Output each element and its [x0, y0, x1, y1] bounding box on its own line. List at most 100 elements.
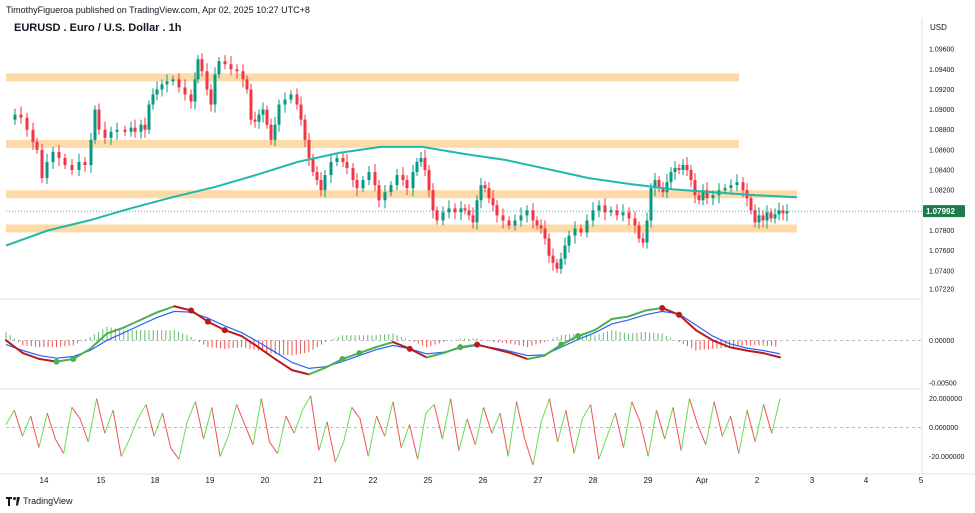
oscillator-line-segment — [466, 418, 476, 446]
candle-body — [757, 215, 761, 223]
candle-body — [591, 210, 595, 221]
candle-body — [109, 131, 113, 138]
oscillator-line-segment — [120, 438, 130, 457]
oscillator-line-segment — [532, 421, 542, 466]
oscillator-line-segment — [499, 413, 509, 457]
candle-body — [729, 185, 733, 189]
candle-body — [681, 165, 685, 171]
last-price-label: 1.07992 — [926, 207, 955, 216]
candle-body — [235, 69, 239, 72]
price-tick-label: 1.07220 — [929, 286, 954, 293]
oscillator-line-segment — [96, 398, 106, 434]
candle-body — [51, 151, 55, 162]
candle-body — [567, 235, 571, 246]
oscillator-line-segment — [581, 404, 592, 420]
macd-line-segment — [375, 341, 394, 349]
candle-body — [685, 165, 689, 171]
macd-cross-marker — [204, 318, 211, 325]
support-resistance-zone — [6, 190, 797, 199]
candle-body — [657, 180, 661, 189]
candle-body — [479, 185, 483, 201]
candle-body — [213, 74, 217, 105]
candle-body — [217, 61, 221, 75]
candle-body — [785, 211, 789, 214]
price-tick-label: 1.08800 — [929, 127, 954, 134]
candle-body — [97, 109, 101, 130]
candle-body — [621, 212, 625, 216]
macd-line-segment — [156, 305, 176, 314]
tradingview-footer[interactable]: TradingView — [6, 496, 73, 506]
candle-body — [261, 109, 265, 115]
time-tick-label: 18 — [151, 476, 160, 485]
candle-body — [769, 212, 773, 219]
macd-line-segment — [694, 329, 714, 342]
candle-body — [555, 262, 559, 269]
candle-body — [229, 64, 233, 70]
candle-body — [597, 205, 601, 211]
candle-body — [539, 225, 543, 229]
last-price-badge — [923, 205, 965, 218]
oscillator-tick-label: -20.000000 — [929, 454, 965, 461]
macd-line-segment — [89, 332, 108, 350]
time-tick-label: 4 — [864, 476, 869, 485]
candle-body — [741, 182, 745, 191]
macd-line-segment — [190, 309, 209, 323]
candle-body — [753, 210, 757, 223]
candle-body — [689, 170, 693, 181]
candle-body — [123, 129, 127, 132]
oscillator-line-segment — [326, 421, 336, 463]
macd-cross-marker — [188, 307, 195, 314]
macd-line-segment — [274, 358, 294, 372]
oscillator-line-segment — [408, 424, 419, 460]
oscillator-line-segment — [318, 421, 328, 451]
candle-body — [315, 172, 319, 181]
oscillator-line-segment — [227, 404, 238, 437]
candle-body — [531, 210, 535, 221]
candle-body — [151, 94, 155, 105]
oscillator-line-segment — [137, 404, 147, 420]
candle-body — [200, 59, 204, 72]
candle-body — [209, 89, 213, 105]
time-tick-label: 5 — [919, 476, 924, 485]
candle-body — [129, 127, 133, 132]
oscillator-line-segment — [5, 409, 15, 425]
candle-body — [241, 71, 245, 80]
candle-body — [491, 198, 495, 206]
candle-body — [471, 215, 475, 223]
candle-body — [697, 195, 701, 201]
oscillator-line-segment — [79, 418, 89, 443]
oscillator-line-segment — [763, 404, 773, 434]
tradingview-brand: TradingView — [23, 496, 73, 506]
candle-body — [341, 157, 345, 162]
macd-line-segment — [661, 306, 681, 316]
macd-line-segment — [21, 352, 41, 361]
candle-body — [171, 79, 175, 82]
oscillator-line-segment — [688, 398, 699, 425]
oscillator-line-segment — [63, 407, 73, 454]
candle-body — [361, 180, 365, 189]
macd-line-segment — [678, 313, 697, 332]
time-tick-label: 2 — [755, 476, 760, 485]
candle-body — [677, 168, 681, 171]
oscillator-line-segment — [211, 407, 221, 457]
oscillator-line-segment — [614, 412, 625, 448]
time-tick-label: 19 — [206, 476, 215, 485]
candle-body — [431, 190, 435, 211]
oscillator-line-segment — [310, 395, 320, 451]
candle-body — [245, 79, 249, 90]
oscillator-line-segment — [705, 401, 715, 445]
candle-body — [249, 89, 253, 120]
publisher-header: TimothyFigueroa published on TradingView… — [6, 5, 310, 15]
candle-body — [579, 228, 583, 233]
macd-line-segment — [728, 346, 748, 352]
candle-body — [701, 190, 705, 201]
macd-line-segment — [745, 349, 765, 355]
candle-body — [519, 215, 523, 221]
candle-body — [299, 104, 303, 120]
candle-body — [31, 129, 35, 142]
candle-body — [139, 124, 143, 132]
candle-body — [189, 94, 193, 102]
candle-body — [25, 117, 29, 130]
oscillator-line-segment — [384, 401, 394, 437]
